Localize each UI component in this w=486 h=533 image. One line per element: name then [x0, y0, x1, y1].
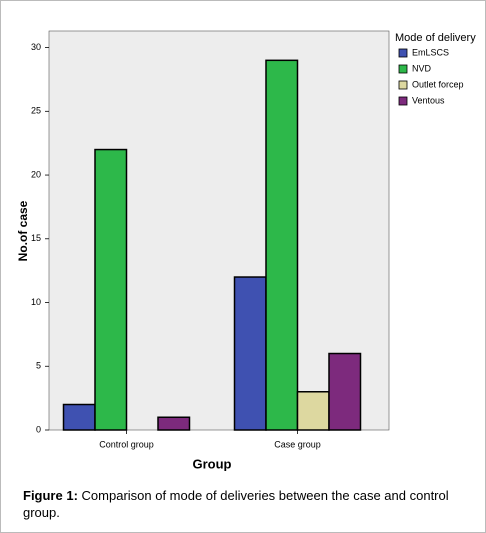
bar	[233, 276, 267, 431]
bar	[62, 403, 96, 431]
caption-text: Comparison of mode of deliveries between…	[23, 488, 449, 520]
y-tick-label: 0	[36, 424, 41, 434]
legend-title: Mode of delivery	[395, 32, 476, 44]
caption: Figure 1: Comparison of mode of deliveri…	[23, 487, 468, 521]
legend-label: EmLSCS	[412, 47, 449, 57]
legend-swatch	[398, 64, 408, 74]
x-tick-label: Control group	[99, 439, 154, 449]
y-tick-label: 30	[31, 42, 41, 52]
y-tick-label: 25	[31, 106, 41, 116]
bar	[328, 352, 362, 431]
legend-label: Outlet forcep	[412, 79, 464, 89]
legend-swatch	[398, 96, 408, 106]
legend-swatch	[398, 48, 408, 58]
bar	[94, 148, 128, 431]
y-tick-label: 20	[31, 169, 41, 179]
legend-swatch	[398, 80, 408, 90]
x-axis-label: Group	[193, 456, 232, 471]
y-tick-label: 5	[36, 361, 41, 371]
x-tick-label: Case group	[274, 439, 321, 449]
bar	[265, 59, 299, 431]
y-tick-label: 15	[31, 233, 41, 243]
legend-label: NVD	[412, 63, 432, 73]
y-axis-label: No.of case	[16, 200, 30, 261]
caption-label: Figure 1:	[23, 488, 78, 503]
y-tick-label: 10	[31, 297, 41, 307]
legend-label: Ventous	[412, 95, 445, 105]
bar	[157, 416, 191, 431]
chart: No.of case Group Mode of delivery 0 5 10 15…	[16, 30, 476, 471]
bar	[296, 391, 330, 431]
